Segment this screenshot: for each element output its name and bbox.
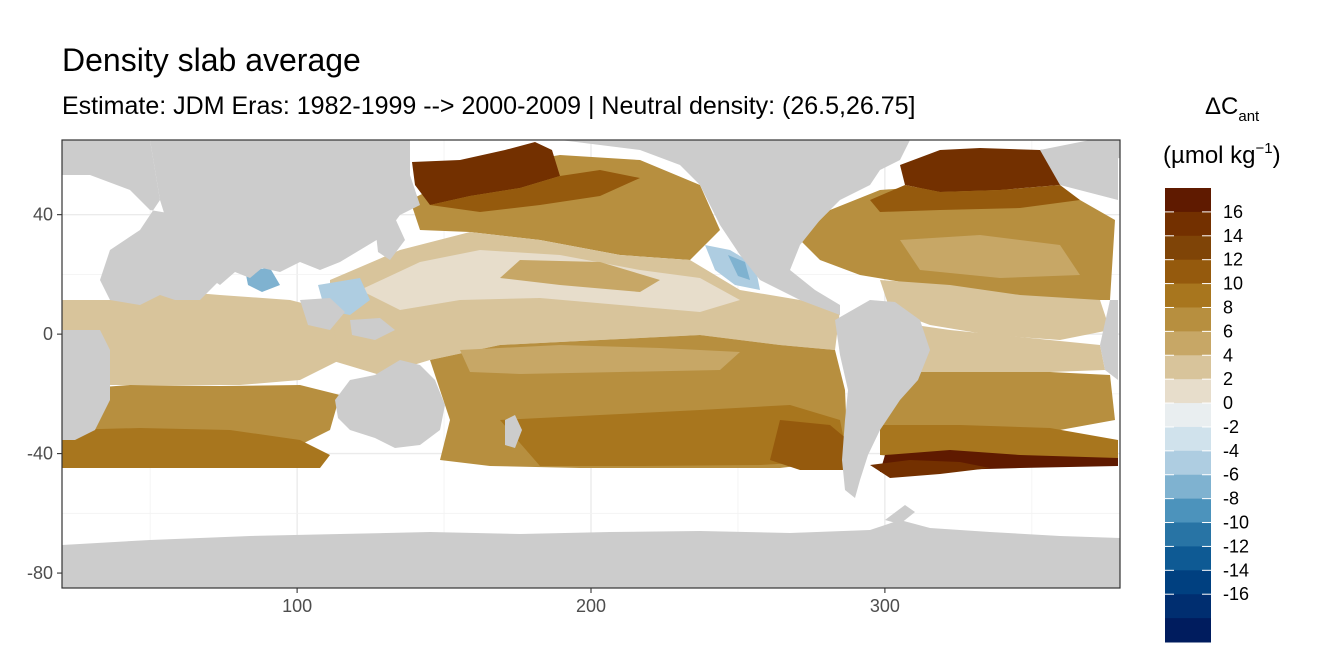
ocean-north-atlantic-tropical xyxy=(880,280,1110,340)
land-east-asia-islands xyxy=(375,218,405,260)
legend-label: -12 xyxy=(1223,536,1249,556)
ocean-south-pacific-darkest xyxy=(770,420,848,470)
land-africa-south xyxy=(1040,140,1118,200)
x-tick-label: 200 xyxy=(576,596,606,616)
land-new-zealand xyxy=(505,415,522,448)
legend-color-bin xyxy=(1165,450,1211,476)
legend-color-bin xyxy=(1165,594,1211,619)
legend-label: 2 xyxy=(1223,369,1233,389)
legend-color-bin xyxy=(1165,331,1211,356)
legend-color-bin xyxy=(1165,498,1211,524)
legend-label: 14 xyxy=(1223,226,1243,246)
legend-color-bin xyxy=(1165,474,1211,500)
legend-color-bin xyxy=(1165,188,1211,213)
legend-label: -8 xyxy=(1223,489,1239,509)
legend-color-bin xyxy=(1165,522,1211,547)
ocean-south-pacific-deep xyxy=(500,405,848,466)
land-north-america xyxy=(560,140,910,315)
x-tick-label: 300 xyxy=(870,596,900,616)
legend-unit: (µmol kg−1) xyxy=(1163,140,1281,169)
legend-color-bin xyxy=(1165,403,1211,428)
legend-label: -10 xyxy=(1223,513,1249,533)
land-eurasia xyxy=(150,140,420,285)
legend-label: 12 xyxy=(1223,250,1243,270)
legend-label: 6 xyxy=(1223,321,1233,341)
y-tick-label: 40 xyxy=(33,205,53,225)
ocean-south-atlantic xyxy=(880,320,1105,372)
legend-label: 10 xyxy=(1223,274,1243,294)
ocean-south-pacific-gyre xyxy=(460,345,740,374)
ocean-north-atlantic-gyre xyxy=(900,235,1080,278)
legend-color-bin xyxy=(1165,426,1211,452)
legend-label: -4 xyxy=(1223,441,1239,461)
legend-color-bin xyxy=(1165,259,1211,285)
map-layer xyxy=(62,140,1120,588)
legend-label: 0 xyxy=(1223,393,1233,413)
y-tick-label: -40 xyxy=(27,444,53,464)
ocean-south-atlantic-front-edge xyxy=(870,460,990,478)
chart-subtitle: Estimate: JDM Eras: 1982-1999 --> 2000-2… xyxy=(62,92,916,120)
ocean-southern-indian-deep xyxy=(62,428,330,468)
legend-color-bin xyxy=(1165,546,1211,571)
legend-label: 8 xyxy=(1223,297,1233,317)
y-tick-label: -80 xyxy=(27,563,53,583)
legend-title: ΔCant xyxy=(1205,93,1260,125)
ocean-north-pacific-subpolar xyxy=(412,142,560,205)
ocean-north-pacific-subpolar-edge xyxy=(430,170,640,212)
legend: 16 14 12 10 8 6 4 2 0 -2 -4 -6 -8 -10 -12 -14 -16 ΔCant (µ… xyxy=(1163,93,1281,643)
legend-color-bin xyxy=(1165,283,1211,308)
ocean-north-atlantic-edge xyxy=(870,185,1080,212)
x-tick-label: 100 xyxy=(282,596,312,616)
legend-color-bin xyxy=(1165,379,1211,404)
land-south-america xyxy=(835,300,930,498)
legend-color-bin xyxy=(1165,618,1211,643)
chart-title: Density slab average xyxy=(62,42,361,78)
legend-label: -2 xyxy=(1223,417,1239,437)
legend-color-bin xyxy=(1165,235,1211,261)
legend-label: -16 xyxy=(1223,584,1249,604)
land-antarctica xyxy=(62,520,1120,588)
land-antarctic-peninsula xyxy=(885,505,915,524)
legend-label: -6 xyxy=(1223,465,1239,485)
ocean-east-pacific-coast-inner xyxy=(728,255,750,280)
ocean-south-atlantic-gyre xyxy=(880,372,1115,430)
y-tick-label: 0 xyxy=(43,324,53,344)
land-australia xyxy=(335,360,445,448)
legend-color-bin xyxy=(1165,570,1211,595)
ocean-subtropical-gyre-north xyxy=(500,260,660,292)
legend-label: -14 xyxy=(1223,560,1249,580)
land-africa xyxy=(62,140,230,440)
land-europe-africa-east xyxy=(1100,300,1118,380)
legend-label: 16 xyxy=(1223,202,1243,222)
land-maritime-continent xyxy=(300,298,395,340)
legend-color-bin xyxy=(1165,307,1211,332)
legend-color-bin xyxy=(1165,355,1211,380)
legend-color-bin xyxy=(1165,211,1211,237)
ocean-indian-ocean xyxy=(62,290,340,385)
legend-label: 4 xyxy=(1223,345,1233,365)
